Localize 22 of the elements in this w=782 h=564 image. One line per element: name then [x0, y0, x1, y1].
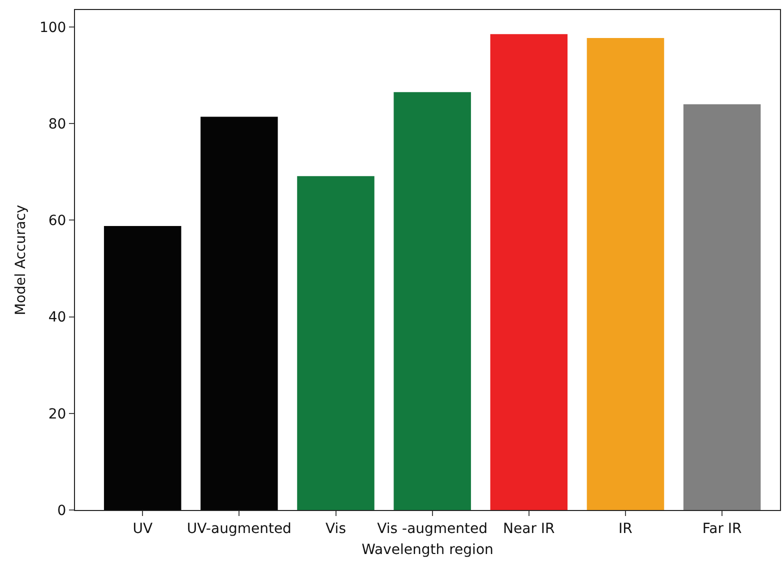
- bar: [394, 92, 471, 510]
- y-axis-title: Model Accuracy: [13, 204, 30, 316]
- bar: [586, 38, 664, 510]
- y-tick-label: 100: [39, 20, 66, 36]
- y-tick-label: 80: [48, 116, 66, 132]
- x-tick-label: Vis: [326, 520, 346, 537]
- x-tick-label: UV-augmented: [186, 520, 292, 537]
- bar: [490, 34, 568, 510]
- y-tick-label: 0: [57, 502, 66, 519]
- y-tick-label: 60: [48, 213, 66, 230]
- x-tick-label: IR: [618, 520, 633, 537]
- bar: [104, 226, 182, 510]
- bar: [683, 104, 761, 510]
- bar: [297, 176, 374, 510]
- x-axis-title: Wavelength region: [362, 542, 494, 558]
- y-tick-label: 40: [48, 310, 66, 326]
- y-tick-label: 20: [48, 406, 66, 422]
- x-tick-label: Vis -augmented: [377, 520, 488, 537]
- bar: [200, 116, 278, 510]
- x-tick-label: UV: [132, 520, 153, 537]
- x-tick-label: Far IR: [702, 520, 742, 537]
- x-tick-label: Near IR: [503, 520, 556, 537]
